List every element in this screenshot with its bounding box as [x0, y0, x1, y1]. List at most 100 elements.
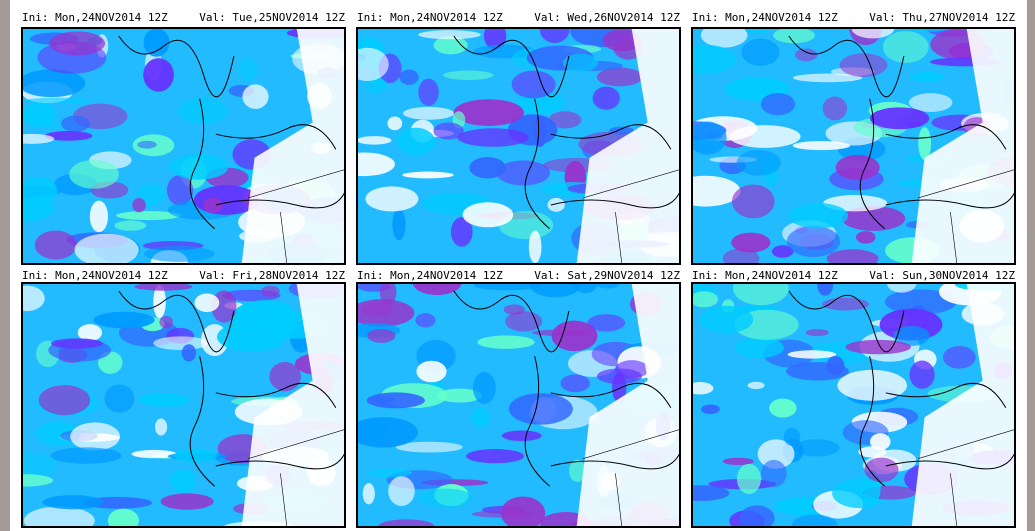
precip-blob	[365, 77, 388, 94]
precip-blob	[596, 67, 643, 87]
precip-blob	[918, 127, 932, 160]
coastline	[453, 290, 680, 487]
valid-time-label: Val: Thu,27NOV2014 12Z	[869, 11, 1015, 24]
precip-blob	[22, 452, 57, 479]
coastline	[918, 169, 1015, 264]
precip-blob	[805, 329, 829, 337]
map-border	[21, 282, 346, 528]
precip-blob	[539, 28, 570, 44]
precip-blob	[792, 73, 863, 83]
precip-blob	[137, 140, 157, 149]
precip-blob	[817, 283, 834, 296]
precip-blob	[433, 36, 468, 55]
precip-blob	[839, 53, 888, 78]
precip-blob	[942, 346, 976, 369]
precip-blob	[261, 285, 280, 297]
precip-blob	[104, 384, 135, 413]
precip-blob	[771, 245, 794, 258]
precip-blob	[93, 311, 155, 329]
precip-blob	[42, 495, 104, 510]
precip-blob	[399, 69, 419, 85]
precip-blob	[89, 200, 109, 233]
precip-blob	[443, 70, 494, 80]
map-border	[356, 27, 681, 265]
precip-blob	[587, 314, 626, 332]
forecast-map	[357, 283, 680, 527]
precip-blob	[378, 519, 434, 527]
precip-blob	[508, 393, 573, 425]
precip-blob	[787, 350, 837, 359]
precip-blob	[395, 441, 463, 453]
precip-blob	[357, 152, 395, 177]
precip-blob	[692, 381, 714, 395]
precip-blob	[379, 283, 397, 306]
precip-blob	[131, 449, 177, 459]
precip-blob	[498, 211, 554, 240]
precip-blob	[238, 57, 258, 82]
precip-blob	[747, 381, 765, 390]
init-time-label: Ini: Mon,24NOV2014 12Z	[692, 11, 838, 24]
land-area	[911, 283, 1015, 527]
precip-blob	[134, 283, 193, 291]
precip-blob	[562, 53, 598, 73]
precip-blob	[731, 232, 771, 253]
precip-blob	[22, 285, 45, 312]
precip-blob	[505, 311, 543, 332]
precip-blob	[22, 69, 86, 98]
precip-blob	[609, 126, 634, 135]
precip-blob	[474, 283, 540, 291]
precip-blob	[503, 304, 525, 315]
precip-blob	[34, 230, 77, 260]
land-area	[576, 283, 680, 527]
precip-blob	[700, 305, 754, 334]
precip-blob	[466, 449, 525, 464]
precip-blob	[910, 71, 945, 82]
precip-blob	[143, 28, 170, 57]
precip-blob	[450, 217, 473, 247]
precip-blob	[416, 360, 447, 383]
precip-blob	[357, 136, 392, 145]
precip-blob	[548, 111, 582, 129]
precip-blob	[501, 430, 542, 442]
precip-blob	[477, 335, 535, 349]
precip-blob	[822, 96, 848, 121]
precip-blob	[25, 97, 94, 104]
precip-blob	[169, 469, 197, 493]
precip-blob	[22, 474, 53, 487]
precip-blob	[60, 115, 90, 132]
valid-time-label: Val: Fri,28NOV2014 12Z	[199, 269, 345, 282]
precip-blob	[855, 231, 876, 244]
precip-blob	[153, 284, 166, 319]
precip-blob	[181, 344, 197, 362]
precip-blob	[138, 393, 190, 407]
precip-blob	[38, 385, 91, 416]
precip-blob	[153, 336, 209, 350]
land-area	[911, 28, 1015, 264]
precip-blob	[365, 186, 419, 212]
precip-blob	[472, 371, 496, 404]
precip-blob	[160, 493, 214, 510]
precip-blob	[794, 48, 818, 62]
precip-blob	[864, 457, 899, 483]
precip-blob	[692, 291, 719, 308]
precip-blob	[788, 203, 849, 229]
precip-blob	[396, 127, 436, 156]
precip-blob	[692, 121, 727, 155]
coastline	[118, 290, 345, 487]
precip-blob	[792, 514, 838, 527]
init-time-label: Ini: Mon,24NOV2014 12Z	[692, 269, 838, 282]
precip-blob	[23, 506, 95, 527]
precip-blob	[22, 176, 58, 206]
land-area	[576, 28, 680, 264]
precip-blob	[745, 28, 771, 34]
precip-blob	[574, 283, 598, 294]
precip-blob	[174, 448, 217, 463]
precip-blob	[415, 313, 436, 328]
forecast-map	[22, 28, 345, 264]
precip-blob	[596, 368, 643, 384]
precip-blob	[402, 106, 455, 120]
precip-blob	[132, 198, 146, 213]
precip-blob	[417, 488, 473, 508]
valid-time-label: Val: Wed,26NOV2014 12Z	[534, 11, 680, 24]
